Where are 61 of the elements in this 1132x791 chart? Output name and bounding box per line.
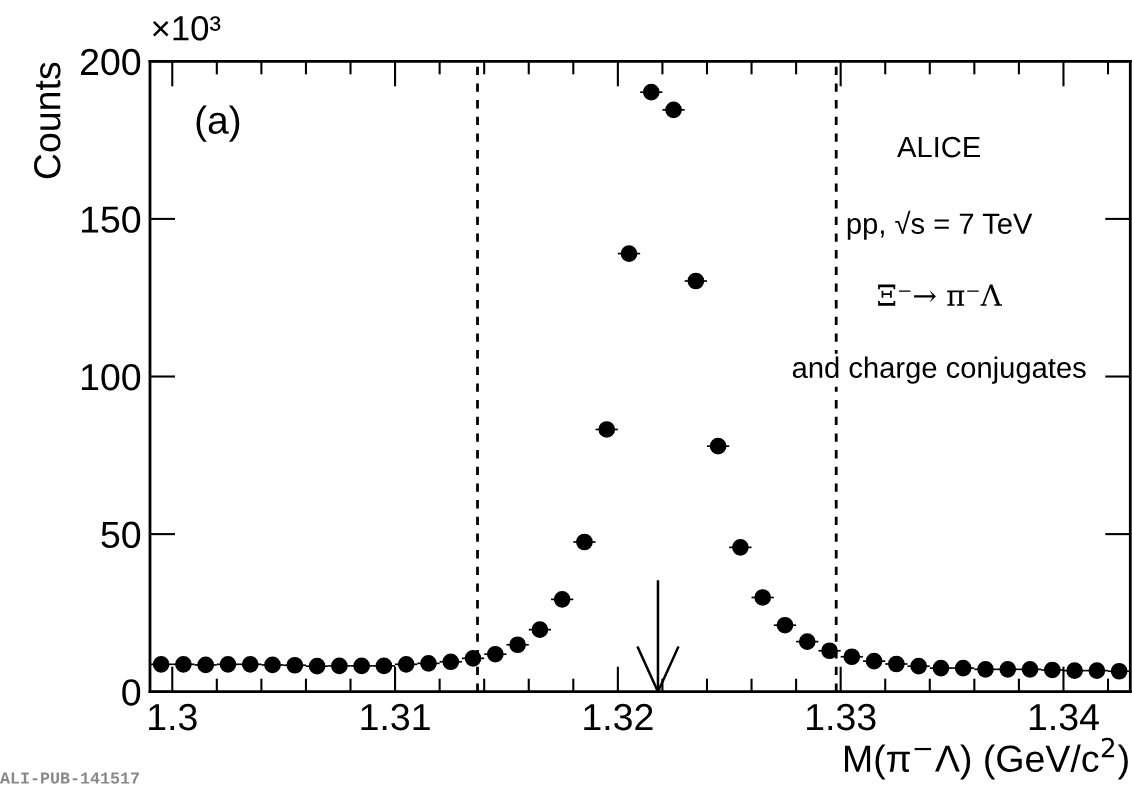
y-tick-label: 100 (81, 363, 141, 391)
point (1088, 662, 1106, 679)
point (486, 645, 504, 663)
point (241, 655, 259, 673)
point (709, 437, 727, 455)
annotation: ALICE (897, 136, 981, 158)
point (665, 101, 682, 119)
annotation: pp, √s = 7 TeV (847, 210, 1033, 240)
y-tick-label: 200 (80, 48, 141, 76)
x-tick-label: 1.3 (149, 703, 197, 731)
point (954, 659, 972, 677)
point (642, 83, 660, 101)
y-tick-label: 0 (122, 679, 141, 706)
point (776, 616, 794, 634)
point (397, 655, 415, 673)
x-tick-label: 1.32 (584, 703, 653, 731)
point (375, 657, 393, 675)
point (843, 648, 861, 666)
point (264, 656, 281, 674)
point (687, 272, 705, 290)
x-tick-label: 1.31 (361, 703, 430, 731)
point (308, 657, 326, 675)
y-axis-title: Counts (34, 62, 61, 179)
point (865, 652, 883, 670)
point (286, 656, 304, 674)
x-axis-title: M(π$^{−}$Λ) (GeV/c$^{2}$) (845, 737, 1128, 780)
point (910, 657, 927, 675)
annotation: (a) (196, 105, 240, 142)
point (620, 245, 638, 262)
point (999, 661, 1017, 678)
annotation: and charge conjugates (792, 356, 1086, 384)
point (1043, 661, 1061, 679)
point (821, 642, 838, 660)
point (197, 656, 215, 674)
point (576, 533, 593, 551)
y-tick-label: 50 (101, 521, 141, 549)
point (798, 633, 816, 650)
text: ×10³ (152, 16, 221, 41)
point (977, 661, 994, 678)
point (598, 421, 616, 438)
point (331, 657, 348, 675)
point (754, 589, 772, 606)
point (509, 636, 526, 654)
point (531, 621, 549, 638)
y-tick-label: 150 (81, 206, 141, 233)
point (732, 539, 749, 556)
point (1110, 662, 1128, 680)
point (553, 591, 571, 608)
point (152, 655, 170, 673)
point (888, 655, 905, 673)
x-tick-label: 1.34 (1029, 703, 1099, 731)
text: ALI-PUB-141517 (0, 772, 139, 784)
point (442, 653, 460, 671)
point (353, 657, 370, 675)
point (1066, 662, 1083, 679)
x-tick-label: 1.33 (807, 703, 876, 731)
annotation: Ξ⁻→ π⁻Λ (878, 284, 1003, 306)
point (932, 659, 950, 677)
point (464, 649, 482, 667)
point (175, 655, 192, 673)
point (420, 655, 437, 672)
